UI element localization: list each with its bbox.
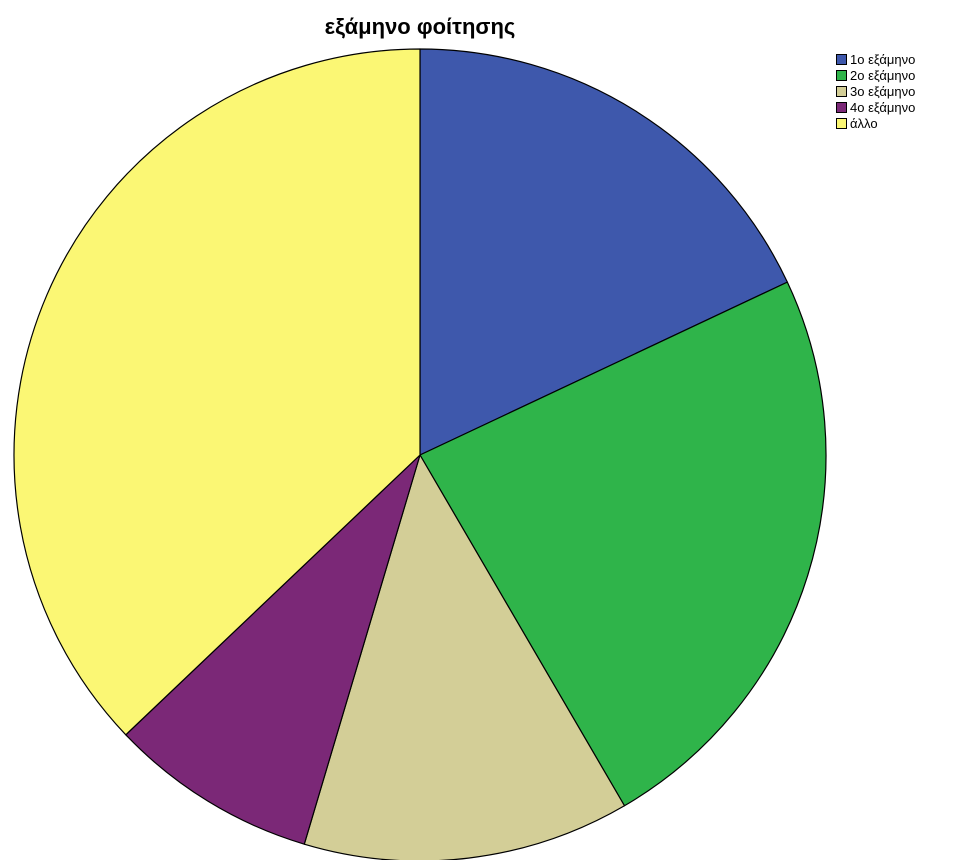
legend-item-2: 2ο εξάμηνο xyxy=(836,68,915,83)
legend-label-5: άλλο xyxy=(850,116,878,131)
legend-item-3: 3ο εξάμηνο xyxy=(836,84,915,99)
legend-swatch-5 xyxy=(836,118,847,129)
pie-slice-1 xyxy=(419,48,788,456)
legend-label-3: 3ο εξάμηνο xyxy=(850,84,916,99)
legend-item-1: 1ο εξάμηνο xyxy=(836,52,915,67)
legend-label-2: 2ο εξάμηνο xyxy=(850,68,916,83)
pie-slice-5 xyxy=(13,48,421,736)
pie-slices xyxy=(13,48,827,860)
legend-item-5: άλλο xyxy=(836,116,915,131)
legend-label-4: 4ο εξάμηνο xyxy=(850,100,916,115)
legend-item-4: 4ο εξάμηνο xyxy=(836,100,915,115)
legend: 1ο εξάμηνο 2ο εξάμηνο 3ο εξάμηνο 4ο εξάμηνο… xyxy=(836,52,915,132)
pie-slice-2 xyxy=(419,281,827,807)
legend-label-1: 1ο εξάμηνο xyxy=(850,52,916,67)
legend-swatch-4 xyxy=(836,102,847,113)
legend-swatch-1 xyxy=(836,54,847,65)
legend-swatch-2 xyxy=(836,70,847,81)
pie-slice-3 xyxy=(303,454,626,860)
legend-swatch-3 xyxy=(836,86,847,97)
chart-title: εξάμηνο φοίτησης xyxy=(324,14,516,39)
pie-slice-4 xyxy=(125,454,421,845)
